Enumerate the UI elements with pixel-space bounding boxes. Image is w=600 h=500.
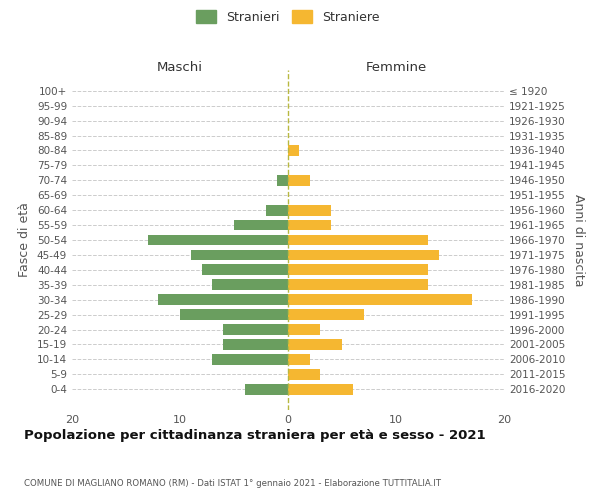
Bar [288,294,472,305]
Y-axis label: Fasce di età: Fasce di età [19,202,31,278]
Bar [288,205,331,216]
Bar [288,339,342,350]
Bar [288,175,310,186]
Bar [180,309,288,320]
Text: Femmine: Femmine [365,62,427,74]
Bar [288,324,320,335]
Bar [288,264,428,275]
Legend: Stranieri, Straniere: Stranieri, Straniere [191,5,385,28]
Bar [288,280,428,290]
Bar [234,220,288,230]
Bar [223,324,288,335]
Bar [288,309,364,320]
Bar [288,369,320,380]
Bar [288,220,331,230]
Bar [245,384,288,394]
Bar [191,250,288,260]
Y-axis label: Anni di nascita: Anni di nascita [572,194,585,286]
Bar [212,280,288,290]
Bar [277,175,288,186]
Bar [288,234,428,246]
Bar [288,145,299,156]
Bar [202,264,288,275]
Text: Maschi: Maschi [157,62,203,74]
Bar [223,339,288,350]
Bar [212,354,288,364]
Bar [288,384,353,394]
Bar [158,294,288,305]
Bar [288,250,439,260]
Bar [148,234,288,246]
Bar [266,205,288,216]
Text: Popolazione per cittadinanza straniera per età e sesso - 2021: Popolazione per cittadinanza straniera p… [24,430,485,442]
Text: COMUNE DI MAGLIANO ROMANO (RM) - Dati ISTAT 1° gennaio 2021 - Elaborazione TUTTI: COMUNE DI MAGLIANO ROMANO (RM) - Dati IS… [24,478,441,488]
Bar [288,354,310,364]
